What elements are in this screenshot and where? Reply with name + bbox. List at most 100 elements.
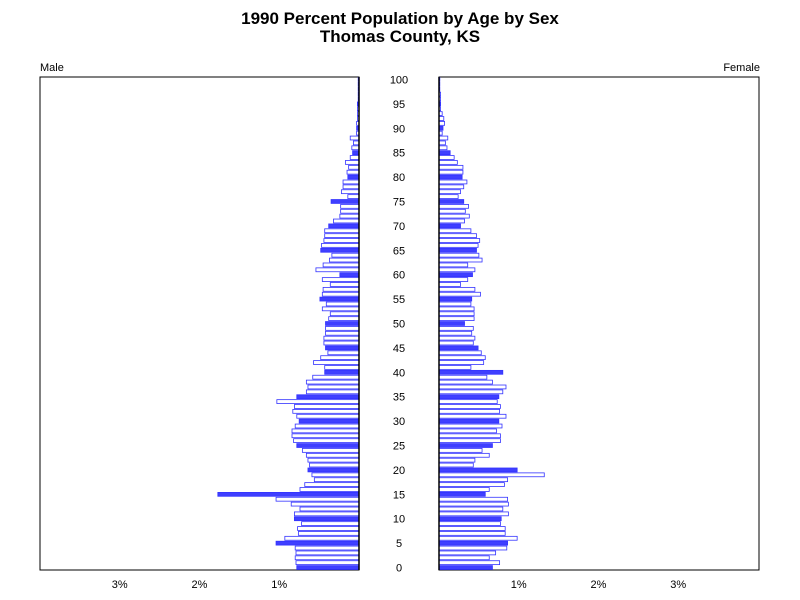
male-bar-age-45 xyxy=(325,345,360,351)
female-bar-age-76 xyxy=(438,194,459,199)
male-bar-age-79 xyxy=(342,179,360,185)
male-bar-age-12 xyxy=(299,506,360,512)
age-tick-label: 65 xyxy=(393,245,405,257)
male-bar-age-36 xyxy=(305,389,360,395)
male-bar-age-72 xyxy=(339,213,360,219)
female-bar-age-59 xyxy=(438,277,469,282)
female-bar-age-35 xyxy=(438,394,500,400)
age-tick-label: 10 xyxy=(393,514,405,526)
male-bar-age-34 xyxy=(276,399,360,404)
male-bar-age-17 xyxy=(304,482,360,487)
male-bar-age-64 xyxy=(331,252,360,258)
male-bar-age-69 xyxy=(324,228,360,234)
female-bar-age-39 xyxy=(438,374,488,380)
age-tick-label: 35 xyxy=(393,392,405,404)
age-tick-label: 95 xyxy=(393,99,405,111)
female-bar-age-29 xyxy=(438,423,503,429)
male-bar-age-81 xyxy=(346,169,360,175)
male-bar-age-33 xyxy=(294,404,360,409)
male-bar-age-48 xyxy=(325,330,360,336)
male-bar-age-51 xyxy=(328,316,360,321)
male-bar-age-2 xyxy=(294,555,360,561)
female-bar-age-21 xyxy=(438,462,474,468)
male-bar-age-19 xyxy=(311,472,360,478)
female-bar-age-40 xyxy=(438,369,504,375)
chart-title: 1990 Percent Population by Age by Sex xyxy=(241,9,559,28)
female-bar-age-9 xyxy=(438,521,501,526)
male-bar-age-61 xyxy=(315,267,360,273)
male-bar-age-42 xyxy=(313,360,360,365)
female-bar-age-20 xyxy=(438,467,518,473)
female-bar-age-6 xyxy=(438,535,518,541)
male-bar-age-35 xyxy=(296,394,360,400)
female-bar-age-68 xyxy=(438,233,477,238)
male-bar-age-82 xyxy=(348,164,360,170)
male-bar-age-6 xyxy=(284,535,360,541)
female-bar-age-55 xyxy=(438,296,473,302)
female-bar-age-45 xyxy=(438,345,479,351)
male-bar-age-44 xyxy=(327,350,360,356)
female-bar-age-91 xyxy=(438,121,445,126)
male-bar-age-76 xyxy=(347,194,360,199)
female-bar-age-5 xyxy=(438,540,508,546)
female-bar-age-53 xyxy=(438,306,475,312)
x-tick-label: 2% xyxy=(591,579,607,591)
male-bar-age-28 xyxy=(291,428,360,434)
female-bar-age-0 xyxy=(438,565,493,570)
male-bar-age-29 xyxy=(294,423,360,429)
female-bar-age-79 xyxy=(438,179,468,185)
female-bar-age-57 xyxy=(438,286,476,292)
female-bar-age-49 xyxy=(438,326,474,331)
male-bar-age-47 xyxy=(323,335,360,341)
male-panel xyxy=(39,76,360,571)
female-bar-age-54 xyxy=(438,301,472,307)
male-bar-age-20 xyxy=(307,467,360,473)
female-bar-age-85 xyxy=(438,150,451,155)
female-bar-age-38 xyxy=(438,379,493,385)
age-tick-label: 0 xyxy=(396,563,402,575)
age-tick-label: 55 xyxy=(393,294,405,306)
male-bar-age-5 xyxy=(275,540,360,546)
male-bar-age-75 xyxy=(330,199,360,204)
male-bar-age-46 xyxy=(323,340,360,346)
male-bar-age-63 xyxy=(329,257,360,263)
male-bar-age-54 xyxy=(325,301,360,307)
age-axis: 0 5 10 15 20 25 30 35 40 45 50 55 60 65 70 75 80 85 90 95 10… xyxy=(390,74,408,574)
age-tick-label: 45 xyxy=(393,343,405,355)
female-bar-age-83 xyxy=(438,160,458,165)
female-bar-age-72 xyxy=(438,213,470,219)
male-bar-age-32 xyxy=(292,409,360,414)
male-bar-age-77 xyxy=(341,189,360,195)
age-tick-label: 80 xyxy=(393,172,405,184)
female-bar-age-65 xyxy=(438,247,477,253)
female-bar-age-50 xyxy=(438,321,465,326)
female-bar-age-22 xyxy=(438,457,476,463)
male-bar-age-16 xyxy=(299,487,360,492)
male-bar-age-74 xyxy=(340,204,360,209)
female-bar-age-30 xyxy=(438,418,500,424)
age-tick-label: 75 xyxy=(393,196,405,208)
male-bar-age-3 xyxy=(295,550,360,556)
female-bar-age-46 xyxy=(438,340,474,346)
female-bar-age-61 xyxy=(438,267,476,273)
female-bar-age-28 xyxy=(438,428,497,434)
female-bar-age-17 xyxy=(438,482,505,487)
x-tick-label: 1% xyxy=(511,579,527,591)
male-bar-age-24 xyxy=(301,448,360,453)
x-axis: 3% 2% 1% 1% 2% 3% xyxy=(112,579,687,591)
male-bar-age-59 xyxy=(321,277,360,282)
female-bar-age-48 xyxy=(438,330,473,336)
male-bar-age-27 xyxy=(291,433,360,439)
male-bar-age-60 xyxy=(339,272,360,278)
female-bar-age-4 xyxy=(438,545,508,551)
male-bar-age-43 xyxy=(320,355,360,361)
male-bar-age-85 xyxy=(352,150,360,155)
female-bar-age-42 xyxy=(438,360,485,365)
female-bar-age-7 xyxy=(438,531,506,536)
female-bar-age-2 xyxy=(438,555,490,561)
female-bar-age-77 xyxy=(438,189,461,195)
female-bar-age-27 xyxy=(438,433,501,439)
male-bar-age-40 xyxy=(324,369,360,375)
female-bar-age-34 xyxy=(438,399,498,404)
